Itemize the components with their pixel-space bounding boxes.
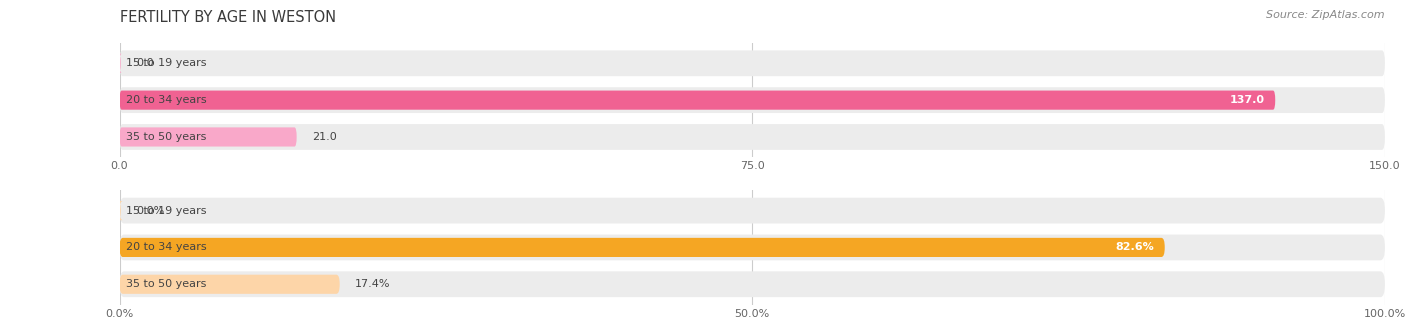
Text: 20 to 34 years: 20 to 34 years xyxy=(127,242,207,253)
FancyBboxPatch shape xyxy=(120,198,1385,223)
FancyBboxPatch shape xyxy=(120,235,1385,260)
FancyBboxPatch shape xyxy=(120,271,1385,297)
FancyBboxPatch shape xyxy=(118,54,122,73)
Text: 0.0%: 0.0% xyxy=(136,206,165,215)
Text: FERTILITY BY AGE IN WESTON: FERTILITY BY AGE IN WESTON xyxy=(120,10,336,25)
Text: 15 to 19 years: 15 to 19 years xyxy=(127,206,207,215)
FancyBboxPatch shape xyxy=(120,87,1385,113)
Text: 82.6%: 82.6% xyxy=(1116,242,1154,253)
Text: 137.0: 137.0 xyxy=(1230,95,1265,105)
Text: 21.0: 21.0 xyxy=(312,132,336,142)
FancyBboxPatch shape xyxy=(120,124,1385,150)
Text: 15 to 19 years: 15 to 19 years xyxy=(127,58,207,68)
Text: 17.4%: 17.4% xyxy=(354,279,391,289)
FancyBboxPatch shape xyxy=(118,201,122,220)
FancyBboxPatch shape xyxy=(120,50,1385,76)
Text: 0.0: 0.0 xyxy=(136,58,153,68)
FancyBboxPatch shape xyxy=(120,91,1275,110)
Text: 35 to 50 years: 35 to 50 years xyxy=(127,279,207,289)
FancyBboxPatch shape xyxy=(120,238,1164,257)
FancyBboxPatch shape xyxy=(120,275,340,294)
Text: Source: ZipAtlas.com: Source: ZipAtlas.com xyxy=(1267,10,1385,20)
FancyBboxPatch shape xyxy=(120,127,297,147)
Text: 35 to 50 years: 35 to 50 years xyxy=(127,132,207,142)
Text: 20 to 34 years: 20 to 34 years xyxy=(127,95,207,105)
